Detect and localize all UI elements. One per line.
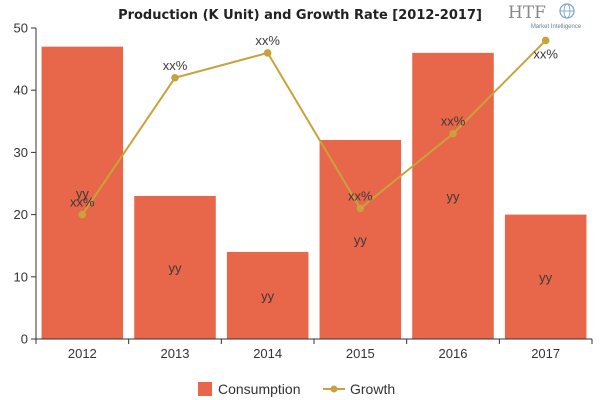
legend-consumption-swatch[interactable] [198, 382, 212, 396]
line-point[interactable] [449, 129, 457, 138]
bar-data-labels: yy yy yy yy yy yy [76, 186, 553, 304]
x-tick-label: 2012 [68, 346, 97, 361]
bar[interactable] [504, 214, 587, 339]
line-point[interactable] [263, 49, 272, 57]
line-point[interactable] [541, 36, 550, 45]
bar-series [41, 46, 587, 339]
globe-icon [559, 3, 575, 19]
bar[interactable] [41, 46, 124, 339]
x-tick-label: 2016 [439, 346, 468, 361]
bar-data-label: yy [447, 189, 461, 204]
legend-growth-marker[interactable] [330, 385, 338, 393]
legend-growth-label[interactable]: Growth [350, 381, 395, 397]
watermark-logo: HTF Market Intelligence [508, 3, 582, 30]
bar[interactable] [134, 195, 216, 339]
line-data-label: xx% [163, 58, 188, 73]
legend: Consumption Growth [198, 381, 395, 397]
bar-data-label: yy [539, 270, 553, 285]
growth-line [81, 39, 547, 216]
y-tick-label: 0 [21, 332, 28, 347]
y-axis: 0 10 20 30 40 50 [14, 21, 37, 347]
y-tick-label: 10 [14, 269, 28, 284]
y-tick-label: 50 [14, 21, 28, 36]
bar[interactable] [319, 139, 402, 339]
line-series [78, 36, 550, 219]
line-data-label: xx% [533, 46, 558, 61]
line-data-label: xx% [70, 195, 95, 210]
line-point[interactable] [78, 210, 87, 219]
bar-data-label: yy [76, 186, 90, 201]
bar[interactable] [226, 251, 309, 339]
line-data-label: xx% [441, 114, 466, 129]
line-point[interactable] [356, 204, 365, 213]
bar-data-label: yy [354, 232, 368, 247]
logo-tagline: Market Intelligence [531, 24, 582, 30]
bar-data-label: yy [169, 260, 183, 275]
y-tick-label: 40 [14, 83, 28, 98]
logo-text: HTF [508, 3, 546, 23]
line-data-labels: xx% xx% xx% xx% xx% xx% [70, 33, 558, 210]
line-point[interactable] [171, 73, 179, 82]
bar[interactable] [412, 52, 494, 339]
x-tick-label: 2017 [531, 346, 560, 361]
chart-title: Production (K Unit) and Growth Rate [201… [118, 8, 482, 23]
x-tick-label: 2013 [161, 346, 190, 361]
x-tick-label: 2014 [253, 346, 282, 361]
line-data-label: xx% [348, 188, 373, 203]
bar-data-label: yy [261, 288, 275, 303]
x-tick-label: 2015 [346, 346, 375, 361]
y-tick-label: 30 [14, 145, 28, 160]
legend-consumption-label[interactable]: Consumption [218, 381, 301, 397]
line-data-label: xx% [255, 33, 280, 48]
x-axis: 2012 2013 2014 2015 2016 2017 [35, 338, 593, 361]
y-tick-label: 20 [14, 207, 28, 222]
